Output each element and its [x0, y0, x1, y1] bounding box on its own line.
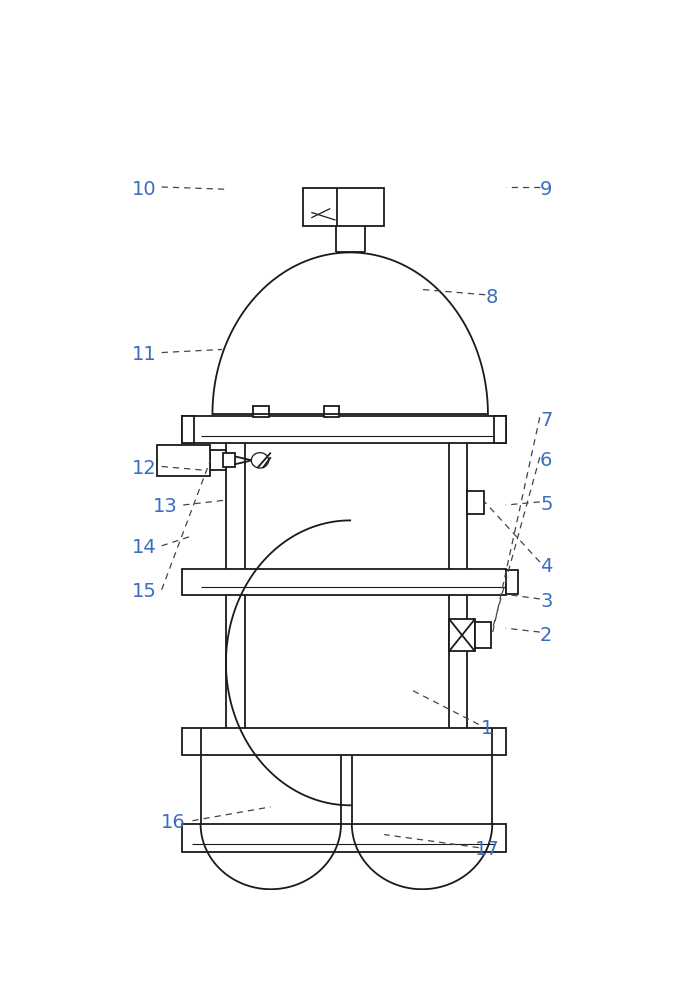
Text: 14: 14 [132, 538, 156, 557]
Bar [182, 416, 506, 443]
Text: 17: 17 [475, 840, 499, 859]
Bar [182, 824, 506, 852]
Text: 6: 6 [540, 451, 553, 470]
Bar [182, 728, 506, 755]
Text: 10: 10 [132, 180, 156, 199]
Bar [506, 570, 518, 594]
Text: 4: 4 [540, 557, 553, 576]
Text: 9: 9 [540, 180, 553, 199]
Text: 13: 13 [153, 497, 178, 516]
Text: 8: 8 [486, 288, 498, 307]
Bar [182, 416, 194, 443]
Bar [158, 445, 210, 476]
Text: 11: 11 [132, 345, 156, 364]
Text: 1: 1 [481, 719, 493, 738]
Bar [323, 406, 339, 417]
Bar [494, 416, 506, 443]
Text: 15: 15 [132, 582, 156, 601]
Bar [223, 453, 235, 466]
Text: 3: 3 [540, 592, 553, 611]
Text: 16: 16 [161, 813, 186, 832]
Bar [303, 188, 384, 226]
Text: 7: 7 [540, 411, 553, 430]
Bar [254, 406, 268, 417]
Bar [210, 450, 227, 470]
Text: 2: 2 [540, 626, 553, 645]
Bar [449, 619, 475, 651]
Bar [468, 491, 484, 514]
Text: 12: 12 [132, 459, 156, 478]
Text: 5: 5 [540, 495, 553, 514]
Bar [475, 622, 491, 648]
Bar [182, 569, 506, 595]
